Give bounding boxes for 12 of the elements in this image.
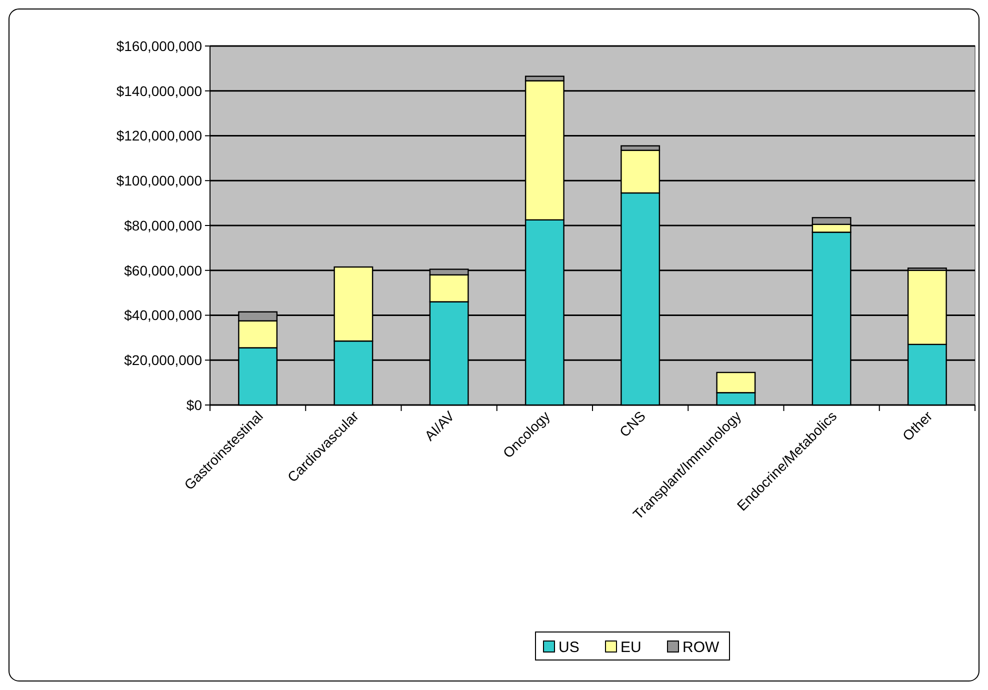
y-tick-label: $140,000,000 xyxy=(116,82,202,99)
y-tick-label: $100,000,000 xyxy=(116,172,202,189)
y-tick-label: $160,000,000 xyxy=(116,38,202,54)
y-tick-label: $80,000,000 xyxy=(124,217,202,234)
y-tick-label: $40,000,000 xyxy=(124,307,202,324)
y-tick-label: $120,000,000 xyxy=(116,128,202,144)
y-tick-label: $0 xyxy=(186,396,202,413)
y-tick-label: $20,000,000 xyxy=(124,352,202,368)
legend-label: ROW xyxy=(682,639,720,656)
legend-label: US xyxy=(558,639,580,656)
y-tick-label: $60,000,000 xyxy=(124,262,202,278)
legend-label: EU xyxy=(620,639,642,656)
